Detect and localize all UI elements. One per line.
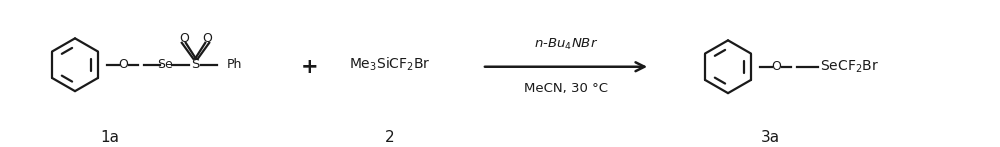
Text: O: O (202, 32, 212, 45)
Text: 3a: 3a (760, 130, 780, 145)
Text: 2: 2 (385, 130, 395, 145)
Text: SeCF$_2$Br: SeCF$_2$Br (820, 59, 879, 75)
Text: Ph: Ph (226, 58, 242, 71)
Text: O: O (772, 60, 781, 73)
Text: Se: Se (158, 58, 173, 71)
Text: MeCN, 30 °C: MeCN, 30 °C (524, 82, 608, 95)
Text: S: S (191, 58, 200, 71)
Text: O: O (179, 32, 189, 45)
Text: $n$-Bu$_4$NBr: $n$-Bu$_4$NBr (534, 37, 598, 52)
Text: Me$_3$SiCF$_2$Br: Me$_3$SiCF$_2$Br (349, 56, 431, 74)
Text: 1a: 1a (101, 130, 120, 145)
Text: +: + (301, 57, 319, 77)
Text: O: O (119, 58, 128, 71)
